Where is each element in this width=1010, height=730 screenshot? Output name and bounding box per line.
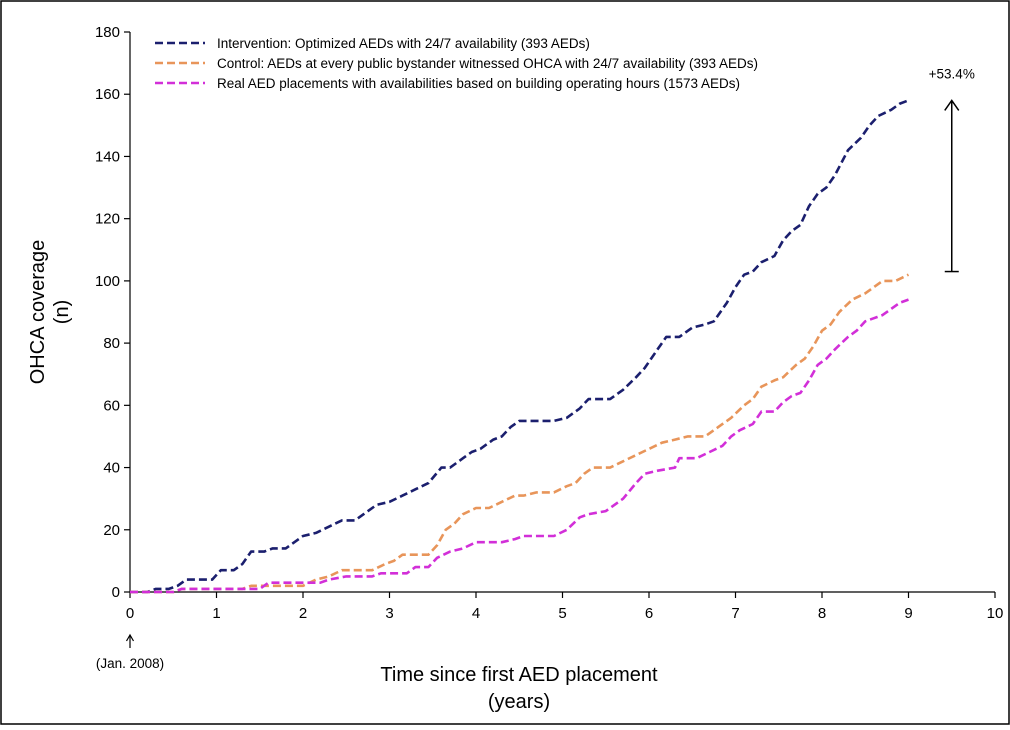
legend-label-2: Control: AEDs at every public bystander … bbox=[217, 56, 758, 71]
y-tick-label: 120 bbox=[95, 211, 120, 228]
y-tick-label: 20 bbox=[103, 522, 120, 539]
legend: Intervention: Optimized AEDs with 24/7 a… bbox=[155, 36, 758, 91]
x-tick-label: 6 bbox=[645, 605, 653, 622]
x-tick-label: 7 bbox=[731, 605, 739, 622]
y-axis-title-line1: OHCA coverage bbox=[27, 240, 49, 385]
x-tick-label: 1 bbox=[212, 605, 220, 622]
x-tick-label: 3 bbox=[385, 605, 393, 622]
x-axis-title-line1: Time since first AED placement bbox=[380, 664, 658, 686]
y-axis-title-line2: (n) bbox=[51, 300, 73, 324]
x-tick-label: 10 bbox=[987, 605, 1004, 622]
series-line-3 bbox=[130, 298, 909, 594]
x-tick-label: 8 bbox=[818, 605, 826, 622]
series-group bbox=[130, 99, 910, 594]
start-note: (Jan. 2008) bbox=[96, 633, 164, 671]
series-line-2 bbox=[130, 273, 910, 594]
y-tick-label: 0 bbox=[112, 584, 120, 601]
x-tick-label: 9 bbox=[904, 605, 912, 622]
x-tick-label: 5 bbox=[558, 605, 566, 622]
y-tick-label: 160 bbox=[95, 86, 120, 103]
x-tick-label: 2 bbox=[299, 605, 307, 622]
series-line-1 bbox=[130, 99, 909, 594]
y-tick-label: 80 bbox=[103, 335, 120, 352]
x-tick-label: 0 bbox=[126, 605, 134, 622]
annotation: +53.4% bbox=[929, 66, 975, 273]
y-tick-label: 140 bbox=[95, 148, 120, 165]
annotation-arrow-head bbox=[944, 99, 960, 111]
y-tick-label: 100 bbox=[95, 273, 120, 290]
y-tick-label: 40 bbox=[103, 460, 120, 477]
axes: 0 20 40 60 80 100 120 140 160 180 0 1 2 3 4 5 6 7 8 9 10 bbox=[95, 24, 1003, 622]
legend-label-3: Real AED placements with availabilities … bbox=[217, 76, 740, 91]
y-axis-title: OHCA coverage (n) bbox=[27, 240, 73, 385]
legend-label-1: Intervention: Optimized AEDs with 24/7 a… bbox=[217, 36, 590, 51]
x-tick-label: 4 bbox=[472, 605, 480, 622]
start-note-arrow-head bbox=[125, 633, 135, 642]
y-tick-label: 60 bbox=[103, 397, 120, 414]
y-tick-label: 180 bbox=[95, 24, 120, 41]
x-axis-title-line2: (years) bbox=[488, 691, 550, 713]
annotation-label: +53.4% bbox=[929, 66, 975, 81]
start-note-label: (Jan. 2008) bbox=[96, 656, 164, 671]
